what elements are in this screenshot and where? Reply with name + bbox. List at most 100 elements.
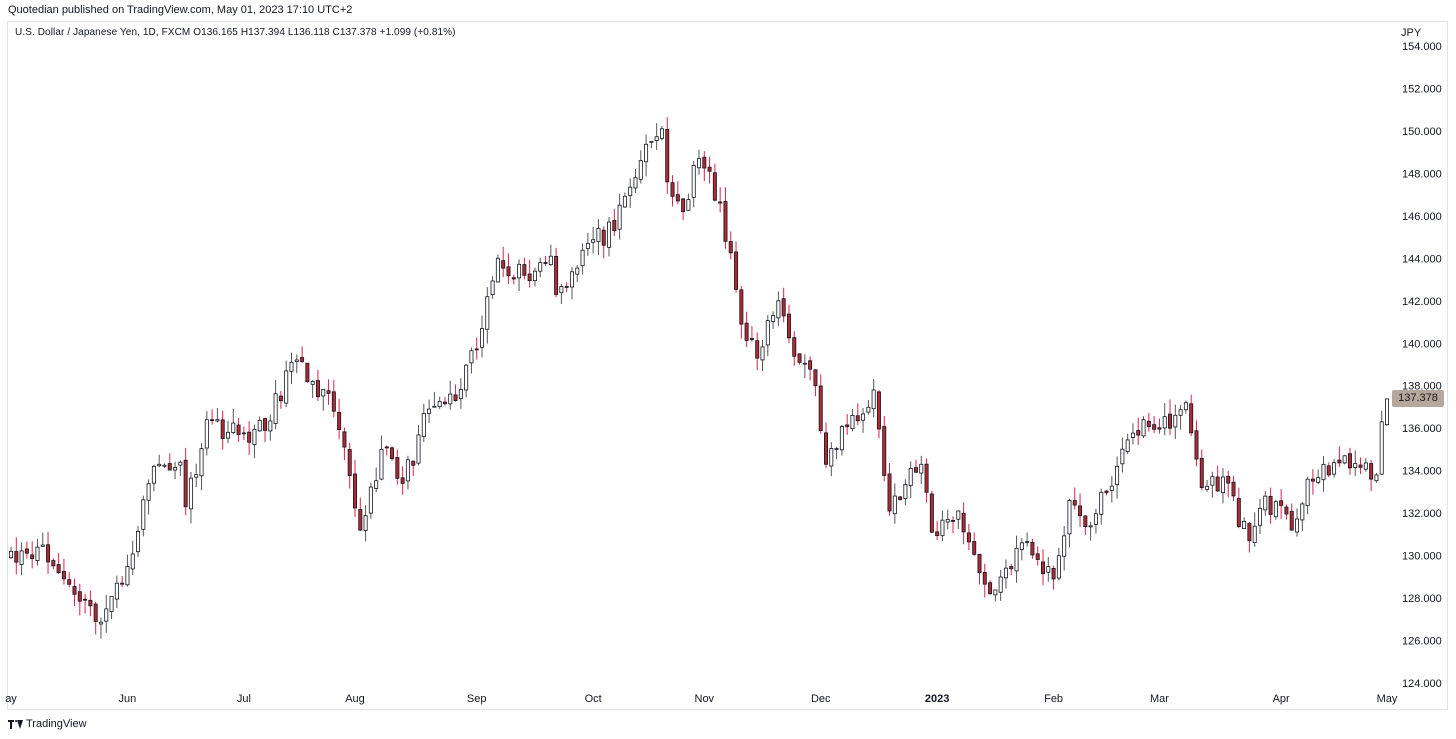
candle-down [712,163,717,202]
candle-up [448,380,453,410]
candle-down [1231,475,1236,502]
candle-down [855,403,860,426]
candle-down [1083,515,1088,535]
candle-up [1273,499,1278,520]
candle-down [781,287,786,323]
candle-down [1136,417,1141,445]
candle-up [866,400,871,415]
candle-up [628,178,633,209]
price-tick-label: 134.000 [1402,466,1442,478]
candle-down [845,414,850,435]
candle-down [913,459,918,473]
candle-up [109,596,114,620]
time-tick-label: Mar [1150,693,1169,705]
candle-up [368,482,373,519]
time-axis-ticks: ay Jun Jul Aug Sep Oct Nov Dec 2023 Feb Mar Apr May [5,693,1398,705]
candle-up [1093,508,1098,534]
candle-down [1310,469,1315,495]
candle-up [1130,423,1135,445]
price-tick-label: 144.000 [1402,253,1442,265]
candle-up [908,461,913,499]
candle-up [892,483,897,524]
candle-down [797,353,802,365]
candle-down [1078,493,1083,527]
candle-down [723,187,728,249]
candle-up [427,399,432,423]
candle-up [1019,537,1024,561]
candle-down [337,398,342,440]
candle-down [1347,447,1352,475]
candle-up [993,589,998,602]
candle-up [1162,403,1167,436]
candle-down [808,356,813,381]
candle-up [490,276,495,299]
candle-down [1009,563,1014,576]
price-tick-label: 124.000 [1402,678,1442,690]
candle-up [956,510,961,530]
candle-up [548,244,553,266]
candle-down [88,590,93,617]
candle-up [215,407,220,423]
candle-up [919,455,924,485]
candle-up [1109,476,1114,503]
symbol-legend: U.S. Dollar / Japanese Yen, 1D, FXCM O13… [15,27,456,38]
candle-up [432,391,437,408]
candle-up [405,455,410,490]
price-tick-label: 130.000 [1402,551,1442,563]
candle-up [1305,476,1310,515]
candle-up [638,150,643,184]
candle-down [1279,488,1284,519]
candle-down [612,208,617,237]
currency-label: JPY [1401,27,1422,39]
chart-frame[interactable] [7,21,1448,710]
candle-down [453,384,458,402]
candle-up [1088,521,1093,541]
price-tick-label: 154.000 [1402,41,1442,53]
candle-down [236,417,241,442]
candle-down [1041,549,1045,586]
candle-up [633,168,638,194]
candle-down [442,397,447,406]
price-tick-label: 152.000 [1402,83,1442,95]
candle-up [538,257,543,278]
candle-up [617,193,622,240]
candle-down [83,593,88,614]
footer-brand[interactable]: TradingView [8,718,87,730]
candle-up [363,505,368,542]
candle-down [876,390,881,439]
time-tick-label: ay [5,693,17,705]
candle-down [977,553,982,585]
candle-up [1379,410,1384,476]
candle-down [305,362,310,383]
price-tick-label: 128.000 [1402,593,1442,605]
candle-up [517,259,522,292]
time-tick-label: Jul [237,693,251,705]
candle-down [728,231,733,260]
candle-up [697,149,701,175]
candle-up [1363,458,1368,472]
candle-up [1115,456,1120,499]
time-tick-label: Nov [695,693,715,705]
candle-down [210,409,215,425]
candle-down [1194,420,1199,467]
candle-down [390,446,395,461]
candle-down [744,311,749,347]
candle-down [61,558,66,585]
candle-down [1168,399,1173,435]
candle-up [374,467,379,493]
candle-up [485,287,490,344]
candle-up [771,311,776,329]
candle-up [284,360,289,408]
candle-up [310,380,315,399]
candle-up [194,463,199,488]
time-tick-label: Apr [1273,693,1290,705]
candle-down [400,466,405,495]
candle-down [734,241,739,293]
candle-down [702,151,707,182]
candle-up [1210,471,1215,498]
candle-up [1025,532,1030,547]
candle-down [300,346,305,364]
candle-up [1125,433,1130,455]
candle-up [178,460,183,477]
